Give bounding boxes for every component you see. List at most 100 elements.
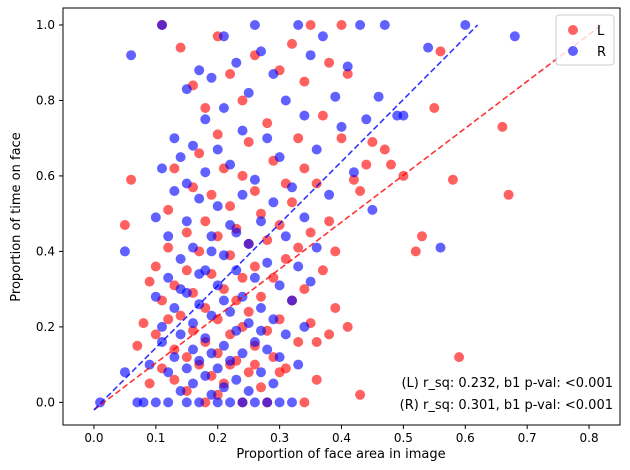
data-point-r <box>175 284 186 295</box>
data-point-r <box>237 397 248 408</box>
data-point-r <box>305 276 316 287</box>
data-point-r <box>268 314 279 325</box>
data-point-l <box>243 137 254 147</box>
data-point-l <box>163 242 174 253</box>
data-point-r <box>194 355 205 366</box>
x-tick-label: 0.1 <box>146 431 165 445</box>
data-point-l <box>262 118 273 129</box>
data-point-r <box>206 310 217 321</box>
data-point-r <box>200 114 211 125</box>
data-point-l <box>355 389 366 400</box>
data-point-r <box>398 110 409 121</box>
annotation-r-stats: (R) r_sq: 0.301, b1 p-val: <0.001 <box>400 398 613 413</box>
data-point-r <box>157 20 167 30</box>
data-point-r <box>237 125 248 136</box>
data-point-l <box>336 133 347 144</box>
data-point-r <box>212 144 223 155</box>
legend-marker-r <box>568 46 578 56</box>
data-point-r <box>150 291 161 302</box>
data-point-r <box>181 84 192 95</box>
data-point-l <box>225 201 236 212</box>
data-point-r <box>423 42 434 53</box>
x-tick-label: 0.8 <box>580 431 599 445</box>
data-point-l <box>287 197 297 208</box>
data-point-r <box>256 303 266 313</box>
data-point-r <box>169 303 180 313</box>
data-point-r <box>274 352 285 363</box>
data-point-l <box>212 129 223 140</box>
data-point-l <box>200 216 211 227</box>
data-point-r <box>188 318 198 329</box>
data-point-r <box>212 201 223 212</box>
data-point-r <box>262 397 273 408</box>
data-point-r <box>175 254 186 264</box>
data-point-l <box>417 231 427 242</box>
data-point-r <box>188 140 198 151</box>
data-point-r <box>169 186 180 196</box>
x-tick-label: 0.6 <box>456 431 475 445</box>
data-point-r <box>330 91 341 102</box>
data-point-l <box>169 374 180 385</box>
data-point-r <box>181 216 192 227</box>
x-axis-label: Proportion of face area in image <box>236 447 445 462</box>
data-point-l <box>379 144 390 155</box>
x-tick-label: 0.4 <box>332 431 351 445</box>
data-point-r <box>150 212 161 223</box>
data-point-r <box>194 193 205 204</box>
data-point-r <box>206 246 217 257</box>
data-point-l <box>237 272 248 283</box>
data-point-r <box>311 144 322 155</box>
data-point-r <box>231 325 242 336</box>
data-point-r <box>280 329 291 340</box>
data-point-l <box>144 276 155 287</box>
data-point-l <box>144 378 155 389</box>
data-point-r <box>188 378 198 389</box>
data-point-r <box>509 31 520 42</box>
data-point-r <box>225 397 236 408</box>
data-point-l <box>454 352 465 363</box>
data-point-r <box>218 250 229 261</box>
data-point-r <box>95 397 106 408</box>
data-point-r <box>262 133 273 144</box>
x-tick-label: 0.5 <box>394 431 413 445</box>
data-point-r <box>206 389 217 400</box>
data-point-l <box>268 272 279 283</box>
legend-marker-l <box>568 25 578 35</box>
data-point-r <box>287 397 297 408</box>
data-point-r <box>218 31 229 42</box>
data-point-r <box>311 242 322 253</box>
data-point-r <box>181 363 192 374</box>
data-point-r <box>249 272 260 283</box>
data-point-l <box>355 186 366 196</box>
data-point-r <box>249 337 260 347</box>
data-point-r <box>299 321 310 332</box>
data-point-l <box>249 261 260 272</box>
data-point-r <box>212 363 223 374</box>
data-point-r <box>188 344 198 355</box>
data-point-l <box>132 340 143 351</box>
data-point-l <box>299 163 310 174</box>
data-point-r <box>231 265 242 276</box>
data-point-l <box>336 20 347 30</box>
data-point-l <box>299 76 310 87</box>
data-point-l <box>256 208 266 219</box>
data-point-r <box>231 374 242 385</box>
data-point-l <box>181 227 192 238</box>
data-point-r <box>206 72 217 83</box>
data-point-l <box>249 186 260 196</box>
data-point-r <box>274 397 285 408</box>
data-point-l <box>311 374 322 385</box>
data-point-r <box>175 386 186 396</box>
series-l-points <box>119 20 514 408</box>
data-point-r <box>256 367 266 378</box>
data-point-l <box>119 220 130 230</box>
legend-label-r: R <box>597 45 606 60</box>
legend: L R <box>555 14 615 66</box>
data-point-r <box>169 133 180 144</box>
data-point-l <box>299 284 310 295</box>
fit-line-r <box>93 24 479 411</box>
data-point-l <box>342 321 353 332</box>
data-point-l <box>274 220 285 230</box>
x-tick-label: 0.0 <box>84 431 103 445</box>
